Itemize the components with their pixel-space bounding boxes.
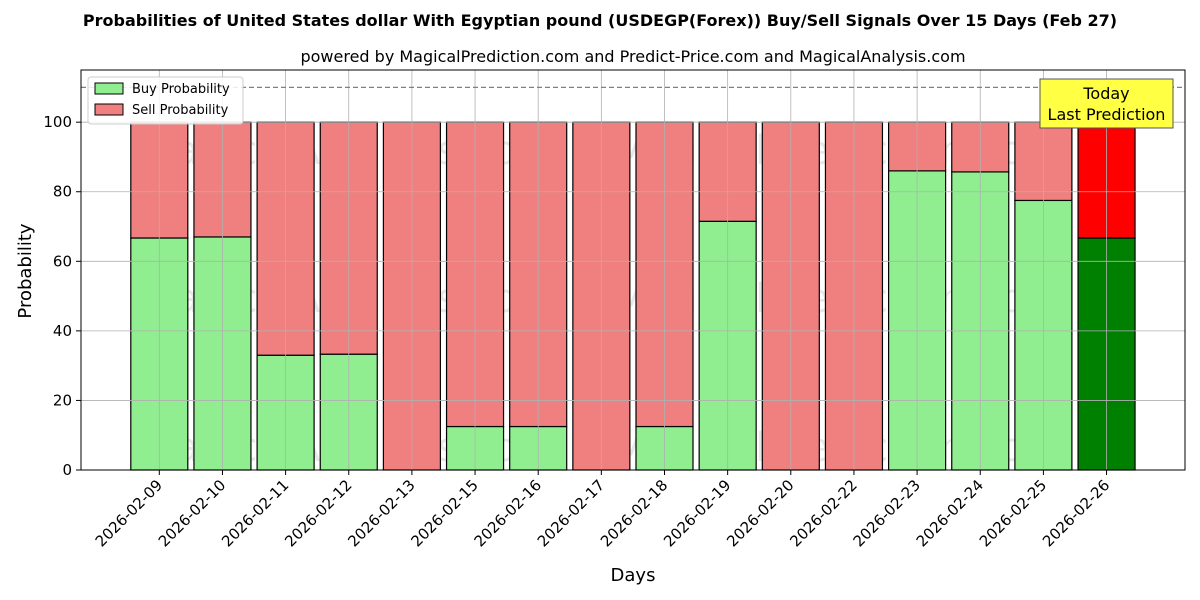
- y-tick-label: 80: [53, 183, 72, 201]
- chart-subtitle: powered by MagicalPrediction.com and Pre…: [300, 47, 965, 66]
- annotation-box: [1039, 78, 1174, 129]
- legend-label-buy: Buy Probability: [132, 82, 230, 97]
- x-tick-label: 2026-02-11: [218, 476, 292, 550]
- x-tick-label: 2026-02-25: [976, 476, 1050, 550]
- x-tick-label: 2026-02-19: [660, 476, 734, 550]
- y-tick-label: 40: [53, 322, 72, 340]
- x-tick-label: 2026-02-13: [344, 476, 418, 550]
- x-tick-label: 2026-02-22: [786, 476, 860, 550]
- legend-swatch-sell: [94, 103, 124, 116]
- annotation-line-2: Last Prediction: [1048, 105, 1166, 124]
- annotation-line-1: Today: [1082, 84, 1129, 103]
- x-axis-label: Days: [611, 565, 656, 586]
- y-axis-label: Probability: [15, 223, 36, 318]
- y-tick-label: 20: [53, 391, 72, 409]
- plot-area: MagicalAnalysis.comMagicalPrediction.com…: [43, 69, 1186, 550]
- x-tick-label: 2026-02-24: [913, 476, 987, 550]
- x-tick-label: 2026-02-09: [92, 476, 166, 550]
- axes-frame: [80, 69, 1186, 471]
- x-tick-label: 2026-02-23: [850, 476, 924, 550]
- x-tick-label: 2026-02-16: [471, 476, 545, 550]
- x-tick-label: 2026-02-15: [407, 476, 481, 550]
- x-tick-label: 2026-02-26: [1039, 476, 1113, 550]
- legend-box: [87, 76, 244, 125]
- chart-title: Probabilities of United States dollar Wi…: [83, 11, 1117, 30]
- x-tick-label: 2026-02-10: [155, 476, 229, 550]
- y-tick-label: 100: [43, 113, 72, 131]
- x-tick-label: 2026-02-18: [597, 476, 671, 550]
- y-tick-label: 60: [53, 252, 72, 270]
- x-tick-label: 2026-02-20: [723, 476, 797, 550]
- y-tick-label: 0: [62, 461, 72, 479]
- x-tick-label: 2026-02-17: [534, 476, 608, 550]
- legend-swatch-buy: [94, 82, 124, 95]
- legend-label-sell: Sell Probability: [132, 103, 229, 118]
- x-tick-label: 2026-02-12: [281, 476, 355, 550]
